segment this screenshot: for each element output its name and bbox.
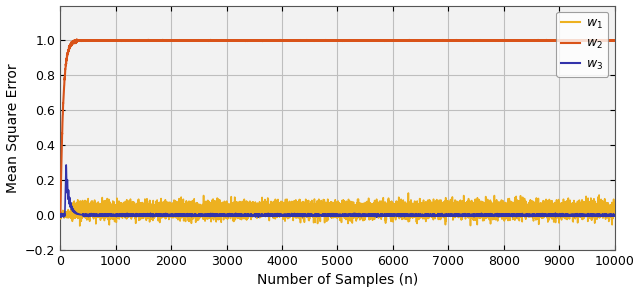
$w_2$ — [79, 39, 87, 42]
$w_1$ — [611, 209, 618, 213]
$w_2$ — [611, 39, 618, 42]
$w_3$ — [90, 213, 97, 217]
$w_1$ — [404, 191, 412, 195]
$w_3$ — [62, 163, 70, 167]
$w_2$ — [59, 111, 67, 115]
$w_2$ — [581, 39, 589, 42]
$w_3$ — [57, 216, 65, 219]
$w_1$ — [581, 203, 589, 207]
$w_3$ — [59, 213, 67, 217]
$w_2$ — [73, 38, 81, 41]
$w_1$ — [56, 214, 64, 217]
X-axis label: Number of Samples (n): Number of Samples (n) — [257, 273, 418, 287]
$w_2$ — [165, 39, 173, 42]
$w_3$ — [79, 214, 87, 217]
$w_2$ — [328, 39, 335, 42]
$w_1$ — [165, 203, 173, 207]
$w_3$ — [611, 213, 618, 217]
$w_1$ — [90, 217, 97, 221]
$w_1$ — [328, 200, 335, 204]
$w_2$ — [56, 212, 64, 215]
$w_3$ — [328, 212, 335, 216]
$w_2$ — [90, 39, 97, 42]
$w_1$ — [79, 214, 87, 217]
$w_1$ — [76, 224, 84, 228]
Line: $w_1$: $w_1$ — [60, 193, 614, 226]
$w_3$ — [581, 214, 589, 218]
$w_3$ — [165, 213, 173, 217]
$w_3$ — [56, 213, 64, 217]
Line: $w_2$: $w_2$ — [60, 39, 614, 214]
$w_1$ — [59, 214, 67, 217]
Legend: $w_1$, $w_2$, $w_3$: $w_1$, $w_2$, $w_3$ — [556, 12, 608, 76]
Y-axis label: Mean Square Error: Mean Square Error — [6, 63, 20, 193]
Line: $w_3$: $w_3$ — [60, 165, 614, 217]
